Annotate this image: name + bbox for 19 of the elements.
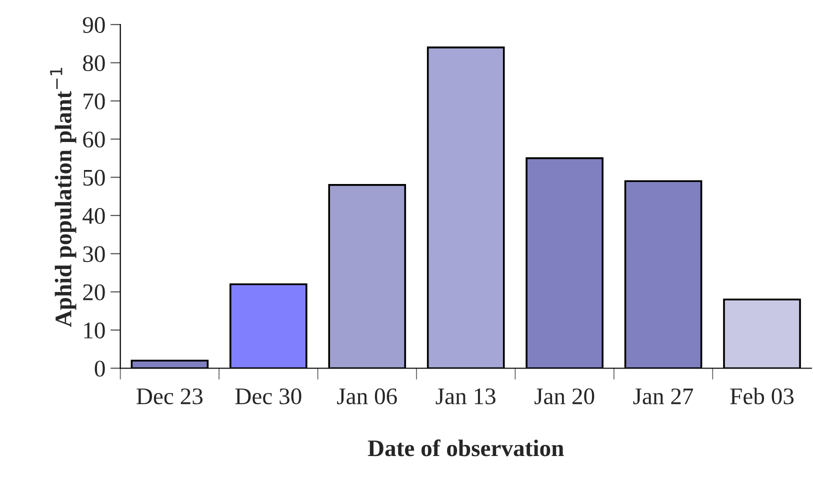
x-tick-label: Jan 13: [436, 388, 496, 404]
x-axis-title: Date of observation: [368, 439, 564, 456]
y-tick-label: 10: [84, 322, 105, 338]
y-tick-label: 50: [84, 170, 105, 186]
y-tick-label: 90: [82, 17, 105, 33]
y-tick-label: 30: [83, 246, 105, 262]
y-tick-label: 80: [83, 55, 105, 72]
x-tick-label: Jan 06: [337, 388, 397, 404]
y-axis-title: Aphid population plant$^{−1}$: [50, 68, 76, 327]
y-tick-label: 20: [83, 284, 105, 300]
x-tick-label: Dec 30: [235, 388, 302, 404]
y-tick-label: 0: [94, 360, 105, 377]
x-tick-label: Feb 03: [730, 388, 794, 404]
x-tick-label: Jan 27: [633, 388, 694, 404]
y-tick-label: 60: [83, 132, 105, 148]
x-tick-label: Dec 23: [136, 388, 203, 404]
y-tick-label: 70: [84, 93, 105, 110]
x-tick-label: Jan 20: [534, 388, 594, 404]
y-tick-label: 40: [82, 208, 105, 224]
